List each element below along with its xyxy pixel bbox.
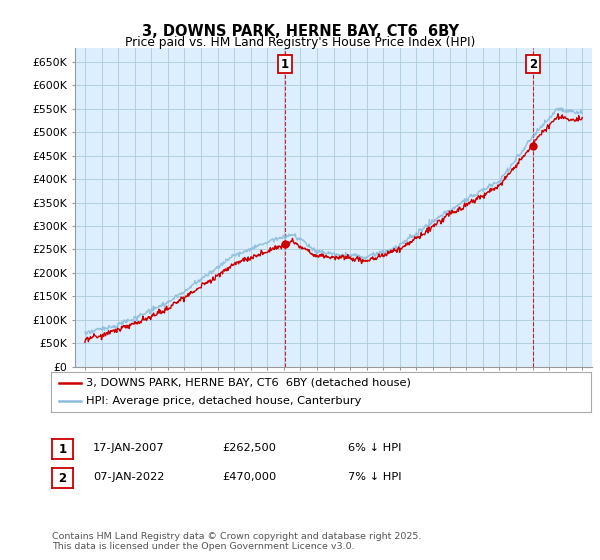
Text: 3, DOWNS PARK, HERNE BAY, CT6  6BY: 3, DOWNS PARK, HERNE BAY, CT6 6BY	[142, 24, 458, 39]
Text: 6% ↓ HPI: 6% ↓ HPI	[348, 443, 401, 453]
Text: 7% ↓ HPI: 7% ↓ HPI	[348, 472, 401, 482]
Text: Contains HM Land Registry data © Crown copyright and database right 2025.
This d: Contains HM Land Registry data © Crown c…	[52, 532, 421, 552]
Text: 2: 2	[58, 472, 67, 485]
Text: 1: 1	[58, 442, 67, 456]
Text: Price paid vs. HM Land Registry's House Price Index (HPI): Price paid vs. HM Land Registry's House …	[125, 36, 475, 49]
Text: HPI: Average price, detached house, Canterbury: HPI: Average price, detached house, Cant…	[86, 396, 361, 406]
Text: 07-JAN-2022: 07-JAN-2022	[93, 472, 164, 482]
Text: £262,500: £262,500	[222, 443, 276, 453]
Text: £470,000: £470,000	[222, 472, 276, 482]
Text: 17-JAN-2007: 17-JAN-2007	[93, 443, 164, 453]
Text: 1: 1	[280, 58, 289, 71]
Text: 2: 2	[529, 58, 537, 71]
Text: 3, DOWNS PARK, HERNE BAY, CT6  6BY (detached house): 3, DOWNS PARK, HERNE BAY, CT6 6BY (detac…	[86, 378, 411, 388]
